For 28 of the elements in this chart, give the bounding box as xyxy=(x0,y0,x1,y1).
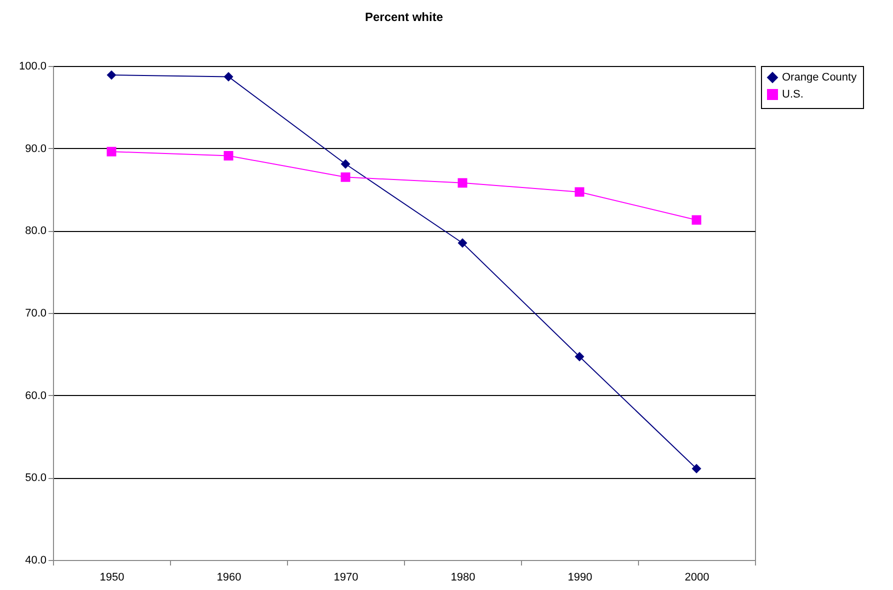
point xyxy=(106,70,116,80)
point xyxy=(340,172,350,182)
point xyxy=(106,146,116,156)
legend-label: U.S. xyxy=(782,88,804,100)
y-tick-label: 70.0 xyxy=(25,308,46,320)
legend-label: Orange County xyxy=(782,72,858,84)
y-tick-label: 100.0 xyxy=(18,60,46,72)
point xyxy=(692,464,702,474)
x-tick-label: 1960 xyxy=(216,572,242,584)
x-tick-label: 1990 xyxy=(568,572,592,584)
point xyxy=(340,159,350,169)
y-tick-label: 60.0 xyxy=(25,390,46,402)
x-tick-label: 1970 xyxy=(334,572,358,584)
y-tick-label: 40.0 xyxy=(25,554,46,566)
chart-title: Percent white xyxy=(364,10,444,24)
x-tick-label: 2000 xyxy=(684,572,710,584)
x-tick-label: 1950 xyxy=(100,572,124,584)
point xyxy=(458,178,468,188)
point xyxy=(224,72,234,82)
point xyxy=(458,238,468,248)
point xyxy=(574,187,584,197)
y-tick-label: 50.0 xyxy=(25,472,46,484)
point xyxy=(692,215,702,225)
x-tick-label: 1980 xyxy=(450,572,476,584)
point xyxy=(224,151,234,160)
point xyxy=(574,352,584,362)
y-tick-label: 90.0 xyxy=(25,142,46,155)
y-tick-label: 80.0 xyxy=(25,225,46,238)
